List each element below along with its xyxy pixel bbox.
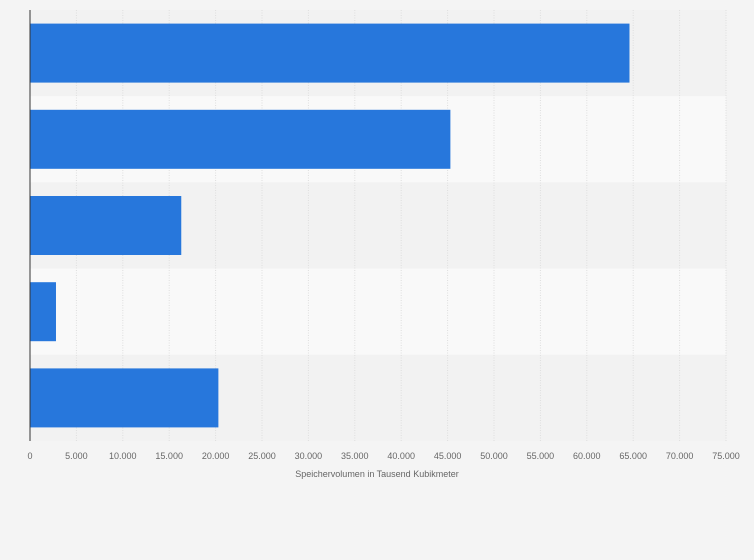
- x-tick-label: 35.000: [341, 451, 369, 461]
- x-axis-label: Speichervolumen in Tausend Kubikmeter: [295, 469, 458, 479]
- x-tick-label: 0: [27, 451, 32, 461]
- x-tick-label: 40.000: [387, 451, 415, 461]
- row-band: [30, 268, 726, 355]
- bar[interactable]: [30, 368, 219, 428]
- x-tick-label: 10.000: [109, 451, 137, 461]
- x-tick-label: 5.000: [65, 451, 88, 461]
- bars: [30, 23, 630, 428]
- x-tick-label: 50.000: [480, 451, 508, 461]
- bar[interactable]: [30, 23, 630, 83]
- bar[interactable]: [30, 109, 451, 169]
- x-tick-label: 15.000: [155, 451, 183, 461]
- bar[interactable]: [30, 196, 182, 255]
- bar[interactable]: [30, 282, 56, 342]
- x-tick-label: 60.000: [573, 451, 601, 461]
- x-axis-ticks: 0 5.000 10.000 15.000 20.000 25.000 30.000 35.0…: [27, 451, 739, 461]
- x-tick-label: 65.000: [619, 451, 647, 461]
- x-tick-label: 45.000: [434, 451, 462, 461]
- x-tick-label: 55.000: [527, 451, 555, 461]
- x-tick-label: 30.000: [295, 451, 323, 461]
- x-tick-label: 20.000: [202, 451, 230, 461]
- x-tick-label: 70.000: [666, 451, 694, 461]
- x-tick-label: 25.000: [248, 451, 276, 461]
- x-tick-label: 75.000: [712, 451, 740, 461]
